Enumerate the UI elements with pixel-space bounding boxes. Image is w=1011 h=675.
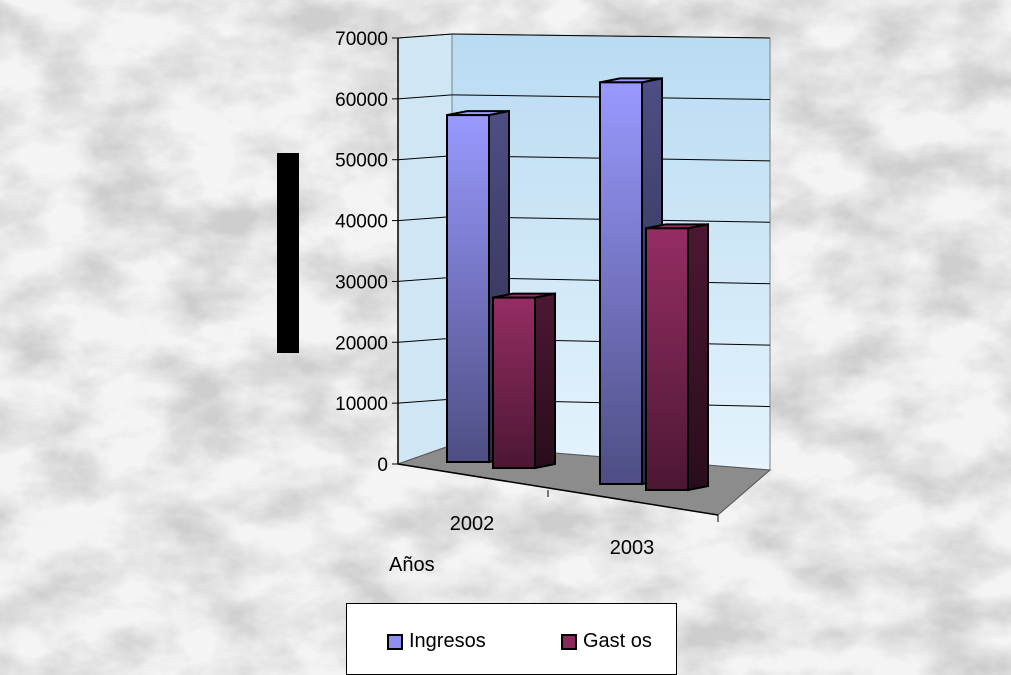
y-tick-label: 50000 bbox=[335, 151, 388, 172]
legend-label-ingresos: Ingresos bbox=[409, 630, 486, 652]
legend-swatch-gastos bbox=[561, 633, 577, 650]
y-tick-label: 20000 bbox=[335, 333, 388, 354]
y-tick-label: 10000 bbox=[335, 394, 388, 415]
y-tick-label: 30000 bbox=[335, 272, 388, 293]
legend-item-gastos: Gast os bbox=[561, 630, 652, 653]
y-axis-label-block bbox=[277, 153, 299, 353]
y-tick-label: 60000 bbox=[335, 90, 388, 111]
chart-legend: Ingresos Gast os bbox=[346, 603, 677, 675]
bar-side-2002-gastos bbox=[534, 292, 556, 470]
bar-side-2003-gastos bbox=[687, 223, 709, 492]
gridline-side bbox=[397, 216, 453, 222]
gridline-side bbox=[397, 94, 453, 100]
legend-item-ingresos: Ingresos bbox=[387, 630, 486, 653]
gridline-side bbox=[397, 155, 453, 161]
x-tick-label-2002: 2002 bbox=[450, 513, 495, 535]
y-tick-label: 40000 bbox=[335, 212, 388, 233]
x-tick-label-2003: 2003 bbox=[610, 537, 655, 559]
gridline-side bbox=[397, 398, 453, 404]
y-tick-label: 70000 bbox=[335, 29, 388, 50]
legend-label-gastos: Gast os bbox=[583, 630, 652, 652]
bar-2003-gastos bbox=[645, 227, 689, 491]
bar-2002-ingresos bbox=[446, 114, 490, 463]
x-axis-title: Años bbox=[389, 554, 435, 576]
bar-2002-gastos bbox=[492, 296, 536, 469]
legend-swatch-ingresos bbox=[387, 633, 403, 650]
y-tick-label: 0 bbox=[377, 455, 388, 476]
gridline-side bbox=[397, 337, 453, 343]
x-axis-line bbox=[397, 463, 719, 516]
gridline-back bbox=[451, 33, 771, 39]
gridline-side bbox=[397, 33, 453, 39]
gridline-side bbox=[397, 276, 453, 282]
bar-2003-ingresos bbox=[599, 81, 643, 485]
